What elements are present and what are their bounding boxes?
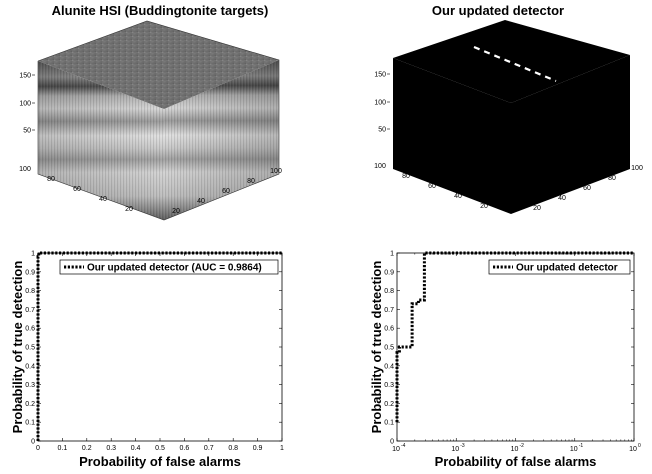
x-tick-label: 80 xyxy=(608,175,616,182)
x-tick-label-exponent: 0 xyxy=(638,443,641,449)
x-axis-label: Probability of false alarms xyxy=(435,454,597,469)
x-tick-label: 20 xyxy=(533,205,541,212)
x-tick-label: 60 xyxy=(222,188,230,195)
x-tick-label: 0 xyxy=(36,445,40,452)
hsi-cube xyxy=(37,20,280,221)
y-tick-label: 0.3 xyxy=(25,382,35,389)
detector-cube-right-face xyxy=(511,55,630,214)
y-tick-label: 0.4 xyxy=(25,363,35,370)
x-tick-label: 80 xyxy=(247,178,255,185)
x-tick-label-exponent: -1 xyxy=(579,443,584,449)
x-tick-label: 0.3 xyxy=(106,445,116,452)
hsi-cube-right-face-shade xyxy=(164,60,279,220)
roc-plot-2: 0 0.1 0.2 0.3 0.4 0.5 0.6 0.7 0.8 0.9 1 0 0.1 0.2 0.3 0… xyxy=(10,251,284,470)
x-tick-label: 0.9 xyxy=(253,445,263,452)
detector-cube-top-face xyxy=(393,20,630,103)
z-tick-label: 150 xyxy=(19,73,31,80)
x-tick-label: 0.4 xyxy=(131,445,141,452)
y-tick-label: 0.1 xyxy=(25,420,35,427)
y-tick-label: 80 xyxy=(47,176,55,183)
y-tick-label: 0.6 xyxy=(25,326,35,333)
cube-axes-0: 50 100 150 100 80 60 40 20 20 40 60 80 100 xyxy=(19,73,282,216)
y-tick-label: 0.1 xyxy=(384,420,394,427)
y-tick-label: 0.8 xyxy=(25,288,35,295)
x-tick-label-base: 10 xyxy=(511,446,519,453)
z-tick-label: 150 xyxy=(374,72,386,79)
y-tick-label: 0.9 xyxy=(25,269,35,276)
x-tick-label: 100 xyxy=(631,165,643,172)
y-tick-label: 60 xyxy=(428,183,436,190)
y-tick-label: 40 xyxy=(454,193,462,200)
x-tick-label: 0.5 xyxy=(155,445,165,452)
x-tick-label-base: 10 xyxy=(392,446,400,453)
z-tick-label: 100 xyxy=(374,100,386,107)
y-tick-label: 0.3 xyxy=(384,382,394,389)
y-tick-label: 20 xyxy=(480,203,488,210)
x-tick-label-exponent: -3 xyxy=(460,443,465,449)
y-tick-label: 80 xyxy=(402,173,410,180)
y-tick-label: 0.8 xyxy=(384,288,394,295)
plot-area xyxy=(37,252,283,442)
y-tick-label: 0.5 xyxy=(25,345,35,352)
y-tick-label: 0.7 xyxy=(384,307,394,314)
y-tick-label: 0.9 xyxy=(384,269,394,276)
y-axis-label: Probability of true detection xyxy=(369,261,384,434)
x-tick-label-base: 10 xyxy=(451,446,459,453)
cube-axes-1: 50 100 150 100 80 60 40 20 20 40 60 80 100 xyxy=(374,72,643,213)
y-tick-label: 100 xyxy=(374,163,386,170)
y-tick-label: 40 xyxy=(99,196,107,203)
x-tick-label-exponent: -2 xyxy=(520,443,525,449)
x-tick-label: 20 xyxy=(172,208,180,215)
x-axis-label: Probability of false alarms xyxy=(79,454,241,469)
x-tick-label: 100 xyxy=(270,168,282,175)
x-tick-label: 0.6 xyxy=(180,445,190,452)
x-tick-label: 1 xyxy=(280,445,284,452)
x-tick-label: 0.2 xyxy=(82,445,92,452)
y-tick-label: 0.6 xyxy=(384,326,394,333)
x-tick-label: 0.7 xyxy=(204,445,214,452)
x-tick-label-exponent: -4 xyxy=(401,443,406,449)
x-tick-label: 40 xyxy=(558,195,566,202)
x-tick-label: 0.1 xyxy=(58,445,68,452)
hsi-cube-top-face xyxy=(38,21,279,109)
y-axis-label: Probability of true detection xyxy=(10,261,25,434)
y-tick-label: 0 xyxy=(31,439,35,446)
cube-right-title: Our updated detector xyxy=(432,3,564,18)
legend-entry: Our updated detector xyxy=(516,263,618,274)
target-line xyxy=(473,45,557,83)
y-tick-label: 100 xyxy=(19,166,31,173)
y-tick-label: 0.4 xyxy=(384,363,394,370)
hsi-cube-left-face-shade xyxy=(38,61,164,220)
cube-left-title: Alunite HSI (Buddingtonite targets) xyxy=(52,3,269,18)
roc-curve xyxy=(36,251,282,441)
y-tick-label: 0.5 xyxy=(384,345,394,352)
z-tick-label: 50 xyxy=(378,127,386,134)
hsi-cube-edge xyxy=(37,20,280,221)
y-tick-label: 20 xyxy=(125,206,133,213)
x-tick-label-base: 10 xyxy=(629,446,637,453)
y-tick-label: 60 xyxy=(73,186,81,193)
detector-cube-left-face xyxy=(393,58,511,214)
legend-box xyxy=(488,259,631,275)
y-tick-label: 0.2 xyxy=(384,401,394,408)
x-tick-label-base: 10 xyxy=(570,446,578,453)
y-tick-label: 0 xyxy=(390,439,394,446)
y-tick-label: 1 xyxy=(31,251,35,258)
z-tick-label: 100 xyxy=(19,101,31,108)
x-tick-label: 60 xyxy=(583,185,591,192)
x-tick-label: 40 xyxy=(197,198,205,205)
plot-area xyxy=(396,252,635,442)
y-tick-label: 1 xyxy=(390,251,394,258)
roc-curve xyxy=(395,251,634,423)
legend-box xyxy=(59,259,279,275)
detector-cube xyxy=(393,20,630,214)
y-tick-label: 0.7 xyxy=(25,307,35,314)
x-tick-label: 0.8 xyxy=(228,445,238,452)
y-tick-label: 0.2 xyxy=(25,401,35,408)
legend-entry: Our updated detector (AUC = 0.9864) xyxy=(87,263,262,274)
z-tick-label: 50 xyxy=(23,128,31,135)
